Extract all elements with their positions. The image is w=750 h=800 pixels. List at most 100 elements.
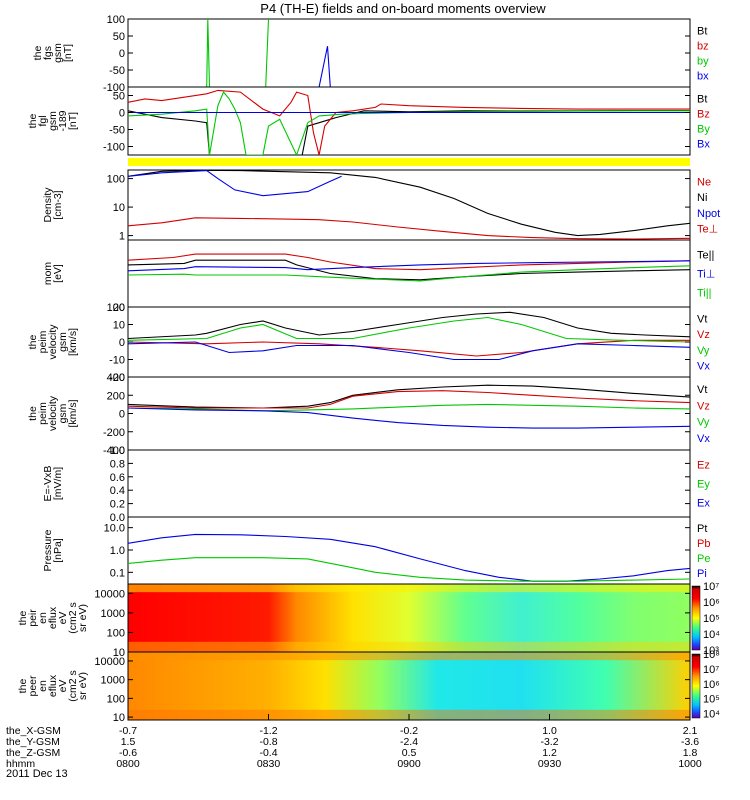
legend-entry: bz	[697, 40, 709, 52]
xtick-label: 1.8	[683, 747, 698, 759]
ytick-label: 100	[107, 302, 125, 314]
series-pressure-Pe	[128, 557, 690, 582]
legend-entry: Pe	[697, 553, 710, 565]
ylabel-line: E=-VxB	[42, 466, 54, 502]
ylabel-line: peir	[27, 609, 39, 627]
ytick-label: 400	[107, 372, 125, 384]
heatmap-band-top-peir	[128, 584, 690, 593]
ytick-label: 10	[113, 712, 125, 724]
legend-entry: By	[697, 124, 710, 136]
ylabel-line: eflux	[47, 606, 59, 629]
legend-entry: Vx	[697, 360, 710, 372]
xtick-label: 1.2	[542, 747, 557, 759]
ytick-label: 10.0	[104, 523, 125, 535]
ytick-label: 0	[119, 409, 125, 421]
ylabel-line: [mV/m]	[52, 467, 64, 500]
legend-entry: Ex	[697, 498, 710, 510]
colorbar-peer	[691, 653, 701, 719]
legend-entry: Ey	[697, 479, 710, 491]
xtick-label: 2.1	[683, 725, 698, 737]
ytick-label: 1	[119, 231, 125, 243]
ytick-label: 100	[107, 14, 125, 26]
legend-entry: Vt	[697, 314, 707, 326]
colorbar-tick-label: 10⁸	[703, 649, 720, 661]
legend-entry: Ti⊥	[697, 269, 715, 281]
ytick-label: 0.6	[110, 472, 125, 484]
legend-entry: Ni	[697, 192, 707, 204]
ytick-label: -50	[109, 65, 125, 77]
ylabel-line: gsm	[57, 403, 69, 423]
ylabel-line: the	[17, 679, 29, 694]
ytick-label: 0	[119, 48, 125, 60]
legend-entry: by	[697, 56, 709, 68]
ytick-label: 50	[113, 91, 125, 103]
xtick-label: -1.2	[259, 725, 277, 737]
ytick-label: 10	[113, 647, 125, 659]
xaxis-row-label: hhmm	[6, 758, 35, 770]
ytick-label: 1.0	[110, 545, 125, 557]
ytick-label: 1000	[101, 675, 125, 687]
series-fgs-bx	[318, 46, 331, 87]
xaxis-row-label: the_Y-GSM	[6, 736, 60, 748]
xtick-label: 0900	[397, 758, 421, 770]
ytick-label: 20	[113, 302, 125, 314]
legend-entry: Ez	[697, 459, 710, 471]
ytick-label: 1.0	[110, 445, 125, 457]
ytick-label: -100	[103, 142, 125, 154]
yellow-band	[128, 158, 690, 166]
legend-entry: Pb	[697, 538, 710, 550]
colorbar-tick-label: 10⁷	[703, 581, 719, 593]
ylabel-line: gsm	[47, 111, 59, 131]
legend-entry: Bx	[697, 139, 710, 151]
xtick-label: -0.7	[119, 725, 137, 737]
series-mom-Te⊥	[128, 253, 690, 271]
series-density-Ne	[128, 217, 690, 240]
series-velm-Vx	[128, 341, 690, 361]
colorbar-tick-label: 10⁵	[703, 694, 720, 706]
ytick-label: -100	[103, 82, 125, 94]
series-mom-Ti⊥	[128, 260, 690, 272]
legend-entry: Vz	[697, 400, 710, 412]
colorbar-tick-label: 10⁶	[703, 597, 720, 609]
xaxis-row-label: the_X-GSM	[6, 725, 61, 737]
ytick-label: 0	[119, 108, 125, 120]
ylabel-line: sr eV)	[77, 604, 89, 632]
heatmap-band-top-peer	[128, 652, 690, 661]
ylabel-line: [cm-3]	[52, 190, 64, 219]
ytick-label: -10	[109, 355, 125, 367]
ylabel-line: -189	[57, 110, 69, 131]
colorbar-peir	[691, 585, 701, 651]
xtick-label: 1.0	[542, 725, 557, 737]
panel-frame-fgl	[127, 86, 691, 156]
colorbar-tick-label: 10⁶	[703, 679, 720, 691]
ylabel-line: gsm	[57, 332, 69, 352]
legend-entry: Bz	[697, 108, 710, 120]
ylabel-line: fgl	[37, 115, 49, 126]
legend-entry: Bt	[697, 25, 707, 37]
ylabel-line: velocity	[47, 324, 59, 360]
ytick-label: 0.1	[110, 567, 125, 579]
xtick-label: -0.6	[119, 747, 137, 759]
series-density-Ni	[128, 170, 690, 237]
ytick-label: -50	[109, 125, 125, 137]
ylabel-line: peer	[27, 675, 39, 697]
legend-entry: Vx	[697, 433, 710, 445]
colorbar-tick-label: 10⁴	[703, 629, 720, 641]
xtick-label: -3.2	[540, 736, 558, 748]
ylabel-line: (cm2 s	[67, 602, 79, 634]
ylabel-line: [nT]	[62, 44, 74, 62]
series-velm-Vy	[128, 316, 690, 343]
colorbar-tick-label: 10⁴	[703, 709, 720, 721]
ylabel-line: [eV]	[52, 264, 64, 283]
ytick-label: -200	[103, 427, 125, 439]
heatmap-body-peer	[128, 652, 690, 720]
ytick-label: 10	[113, 202, 125, 214]
ytick-label: -20	[109, 372, 125, 384]
ytick-label: 0.8	[110, 458, 125, 470]
ylabel-line: velocity	[47, 395, 59, 431]
legend-entry: Vt	[697, 384, 707, 396]
colorbar-tick-label: 10⁵	[703, 613, 720, 625]
ytick-label: 10000	[94, 588, 125, 600]
ylabel-line: [nT]	[67, 112, 79, 130]
